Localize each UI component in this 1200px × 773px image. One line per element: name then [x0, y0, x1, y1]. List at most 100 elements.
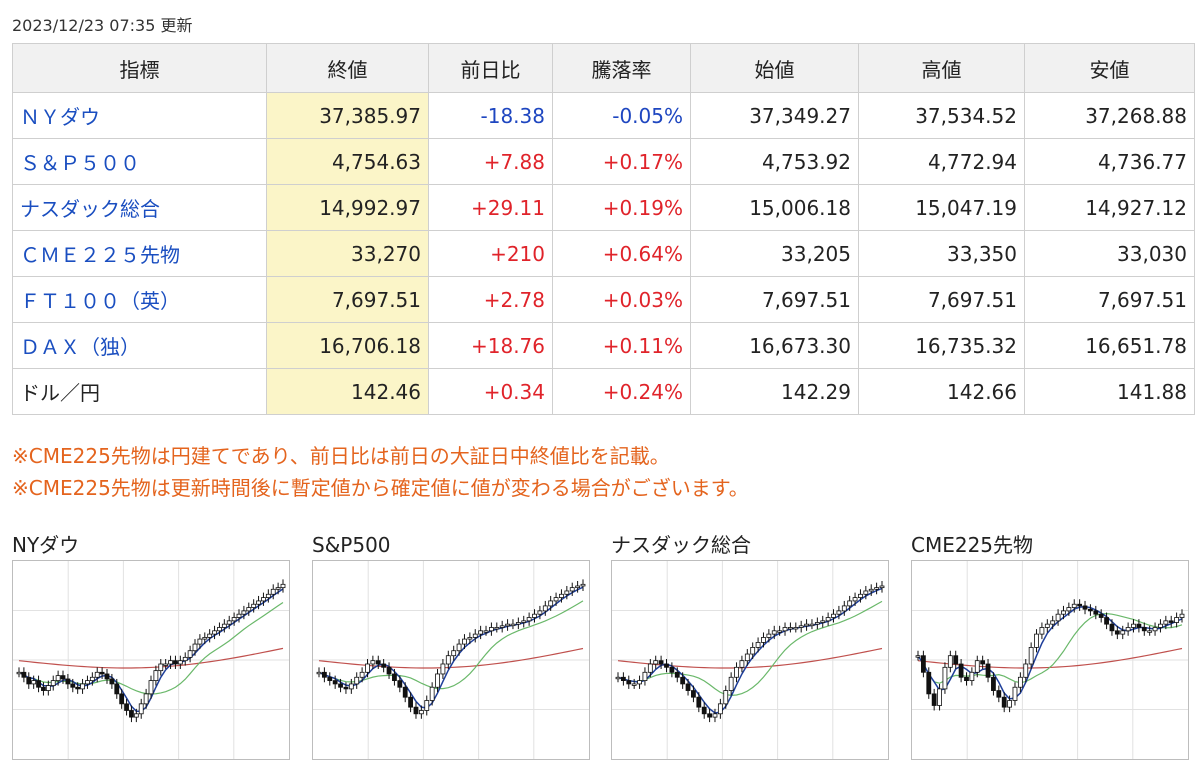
candle-body: [637, 680, 642, 685]
candle-body: [275, 587, 281, 590]
mini-chart-3[interactable]: CME225先物: [911, 530, 1189, 760]
candle-body: [408, 696, 413, 708]
candle-body: [863, 590, 869, 595]
index-name-cell[interactable]: ＤＡＸ（独）: [12, 322, 267, 369]
candle-body: [65, 678, 71, 685]
change-rate: -0.05%: [552, 92, 691, 139]
candle-body: [31, 680, 37, 685]
index-name-cell[interactable]: ＮＹダウ: [12, 92, 267, 139]
candle-body: [669, 666, 675, 673]
change-value: -18.38: [428, 92, 553, 139]
mini-chart-1[interactable]: S&P500: [312, 530, 590, 760]
index-link[interactable]: ＣＭＥ２２５先物: [20, 243, 180, 267]
index-name-cell[interactable]: ＦＴ１００（英）: [12, 276, 267, 323]
mini-chart-0[interactable]: NYダウ: [12, 530, 290, 760]
notes: ※CME225先物は円建てであり、前日比は前日の大証日中終値比を記載。 ※CME…: [12, 440, 749, 504]
candle-body: [348, 683, 354, 690]
candle-body: [435, 673, 440, 688]
candle-body: [89, 676, 95, 681]
candle-body: [1039, 627, 1045, 635]
mini-chart-2[interactable]: ナスダック総合: [611, 530, 889, 760]
chart-canvas[interactable]: [911, 560, 1189, 760]
candle-body: [664, 663, 669, 668]
candle-body: [158, 663, 164, 672]
candle-body: [343, 686, 349, 690]
candle-body: [569, 587, 575, 592]
low-value: 14,927.12: [1024, 184, 1195, 231]
candle-body: [680, 676, 686, 685]
chart-title: ナスダック総合: [611, 533, 751, 557]
chart-canvas[interactable]: [611, 560, 889, 760]
ma-mid-line: [617, 600, 883, 697]
index-name-cell[interactable]: ＣＭＥ２２５先物: [12, 230, 267, 277]
change-value: +7.88: [428, 138, 553, 185]
candle-body: [217, 627, 222, 632]
candle-body: [1023, 663, 1029, 678]
candle-body: [926, 671, 932, 695]
candle-body: [21, 671, 27, 678]
candle-body: [798, 625, 804, 628]
index-name-cell[interactable]: Ｓ＆Ｐ５００: [12, 138, 267, 185]
index-link[interactable]: ナスダック総合: [20, 197, 160, 221]
candle-body: [1109, 623, 1115, 632]
market-indices-table: 指標 終値 前日比 騰落率 始値 高値 安値 ＮＹダウ 37,385.97 -18.38 -0.0…: [12, 43, 1195, 415]
change-rate: +0.17%: [552, 138, 691, 185]
candle-body: [424, 700, 430, 711]
candle-body: [354, 676, 360, 685]
candle-body: [241, 610, 247, 615]
candle-body: [548, 600, 554, 607]
table-header-row: 指標 終値 前日比 騰落率 始値 高値 安値: [12, 43, 1195, 93]
candle-body: [874, 587, 880, 590]
open-value: 15,006.18: [690, 184, 859, 231]
candle-body: [691, 690, 696, 698]
candle-body: [182, 656, 188, 662]
candle-body: [359, 671, 365, 678]
candle-body: [761, 637, 766, 643]
index-link[interactable]: ＮＹダウ: [20, 105, 100, 129]
candle-body: [375, 660, 381, 665]
candle-body: [168, 660, 173, 665]
candle-body: [413, 706, 419, 715]
table-row: ＣＭＥ２２５先物 33,270 +210 +0.64% 33,205 33,350 33,0…: [12, 230, 1195, 277]
index-link[interactable]: ＤＡＸ（独）: [20, 335, 140, 359]
candle-body: [755, 642, 761, 648]
close-value: 142.46: [266, 368, 429, 415]
change-rate: +0.11%: [552, 322, 691, 369]
candle-body: [836, 610, 842, 615]
candle-body: [809, 623, 815, 627]
close-value: 4,754.63: [266, 138, 429, 185]
candle-body: [467, 637, 473, 640]
column-header-name: 指標: [12, 43, 267, 93]
candle-body: [212, 630, 217, 635]
high-value: 37,534.52: [858, 92, 1025, 139]
candle-body: [852, 597, 858, 602]
candle-body: [969, 671, 975, 682]
low-value: 4,736.77: [1024, 138, 1195, 185]
candle-body: [129, 710, 134, 718]
change-rate: +0.24%: [552, 368, 691, 415]
close-value: 14,992.97: [266, 184, 429, 231]
candle-body: [1163, 620, 1169, 625]
low-value: 7,697.51: [1024, 276, 1195, 323]
candle-body: [841, 605, 847, 612]
index-link[interactable]: Ｓ＆Ｐ５００: [20, 151, 140, 175]
candle-body: [114, 683, 120, 695]
chart-canvas[interactable]: [12, 560, 290, 760]
candle-body: [723, 690, 729, 705]
column-header-change: 前日比: [428, 43, 553, 93]
candle-body: [734, 666, 739, 678]
index-link[interactable]: ＦＴ１００（英）: [20, 289, 180, 313]
index-name-cell[interactable]: ナスダック総合: [12, 184, 267, 231]
candle-body: [620, 676, 626, 681]
candle-body: [553, 597, 559, 602]
candle-body: [744, 653, 750, 662]
candlestick-chart: [912, 561, 1188, 759]
candle-body: [510, 623, 516, 627]
candle-body: [505, 623, 510, 627]
ma-short-line: [617, 587, 883, 714]
candle-body: [942, 666, 948, 690]
candle-body: [750, 647, 756, 655]
chart-canvas[interactable]: [312, 560, 590, 760]
candle-body: [451, 650, 457, 657]
candle-body: [947, 655, 953, 668]
